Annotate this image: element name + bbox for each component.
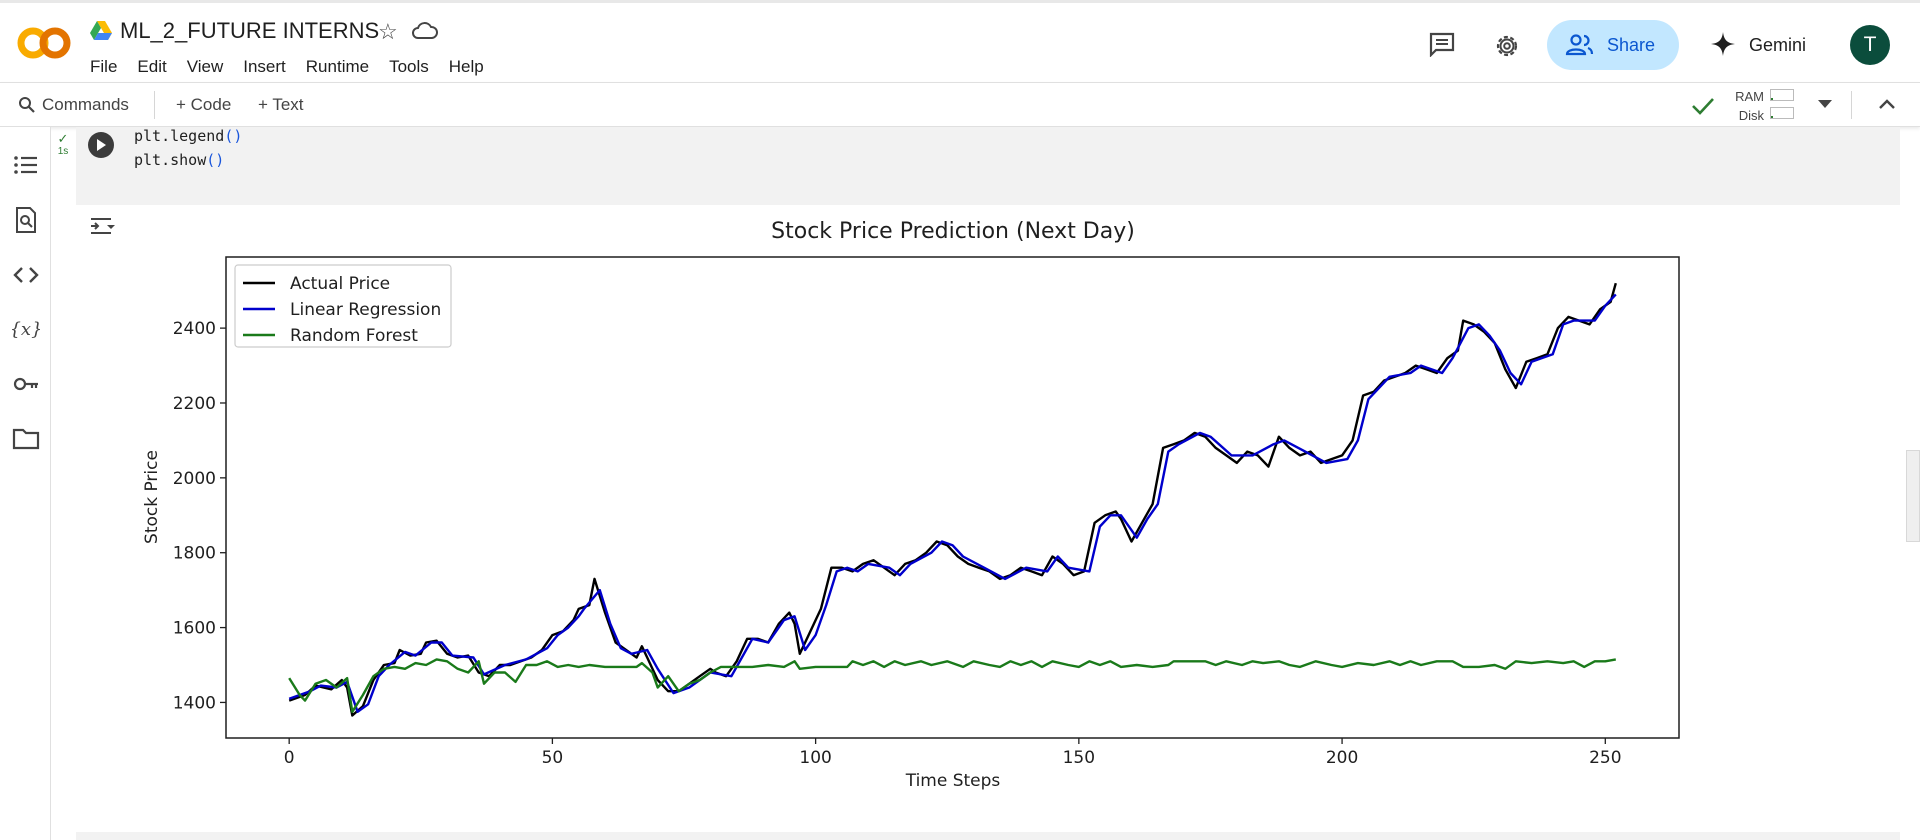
cell-execution-status: ✓ 1s [55, 131, 71, 158]
run-cell-button[interactable] [88, 132, 114, 158]
menu-insert[interactable]: Insert [243, 57, 286, 76]
runtime-dropdown-icon[interactable] [1818, 100, 1832, 108]
svg-text:{x}: {x} [12, 319, 40, 340]
star-icon[interactable]: ☆ [378, 19, 398, 44]
toolbar-divider [1851, 91, 1852, 119]
chart-title: Stock Price Prediction (Next Day) [771, 219, 1135, 244]
menu-runtime[interactable]: Runtime [305, 57, 370, 76]
add-code-button[interactable]: + Code [176, 95, 232, 114]
resource-meters[interactable] [1770, 89, 1794, 125]
x-tick-label: 150 [1063, 748, 1095, 768]
code-line: plt.legend() [134, 127, 243, 145]
gemini-label[interactable]: Gemini [1749, 35, 1807, 55]
legend-label: Linear Regression [290, 300, 441, 320]
y-tick-label: 1400 [173, 693, 216, 713]
code-snippets-icon[interactable] [12, 261, 40, 289]
notebook-toolbar: Commands + Code + Text RAM Disk [0, 82, 1920, 127]
add-text-button[interactable]: + Text [258, 95, 304, 114]
x-tick-label: 200 [1326, 748, 1358, 768]
x-tick-label: 250 [1589, 748, 1621, 768]
plot-frame [225, 256, 1680, 739]
avatar[interactable]: T [1850, 25, 1890, 65]
people-icon [1565, 34, 1594, 56]
menu-help[interactable]: Help [448, 57, 484, 76]
comment-icon[interactable] [1428, 31, 1456, 57]
series-line-linear-regression [288, 293, 1617, 713]
find-document-icon[interactable] [12, 206, 40, 234]
search-icon[interactable] [18, 96, 36, 114]
chevron-up-icon[interactable] [1878, 97, 1896, 111]
toolbar-divider [154, 91, 155, 119]
variables-icon[interactable]: {x} [12, 315, 40, 343]
disk-meter-fill [1771, 116, 1774, 118]
legend-label: Random Forest [290, 326, 418, 346]
y-tick-label: 2200 [173, 394, 216, 414]
x-tick-label: 0 [284, 748, 295, 768]
connected-check-icon[interactable] [1690, 95, 1716, 117]
x-tick-label: 100 [799, 748, 831, 768]
output-actions-icon[interactable] [89, 215, 117, 237]
legend-label: Actual Price [290, 274, 390, 294]
y-axis-label: Stock Price [142, 450, 162, 544]
code-editor[interactable]: plt.legend() plt.show() [134, 124, 242, 172]
disk-meter [1770, 107, 1794, 119]
left-sidebar: {x} [0, 127, 51, 840]
y-tick-label: 1800 [173, 544, 216, 564]
execution-time: 1s [57, 146, 69, 157]
stock-price-chart: Stock Price Prediction (Next Day) 0 50 100… [142, 219, 1680, 791]
y-tick-label: 1600 [173, 619, 216, 639]
ram-meter [1770, 89, 1794, 101]
series-line-random-forest [288, 658, 1617, 713]
code-cell[interactable] [76, 127, 1900, 205]
files-folder-icon[interactable] [12, 424, 40, 452]
gemini-sparkle-icon[interactable] [1710, 31, 1736, 57]
secrets-key-icon[interactable] [12, 370, 40, 398]
series-line-actual-price [288, 282, 1617, 717]
menu-file[interactable]: File [90, 57, 118, 76]
y-tick-label: 2400 [173, 319, 216, 339]
menu-edit[interactable]: Edit [137, 57, 167, 76]
x-tick-label: 50 [542, 748, 564, 768]
commands-button[interactable]: Commands [42, 95, 129, 114]
scrollbar-thumb[interactable] [1906, 450, 1920, 542]
menu-bar: File Edit View Insert Runtime Tools Help [90, 57, 504, 77]
top-bar: ML_2_FUTURE INTERNS ☆ File Edit View Ins… [0, 0, 1920, 82]
code-line: plt.show() [134, 151, 225, 169]
menu-tools[interactable]: Tools [389, 57, 429, 76]
x-axis-label: Time Steps [905, 771, 1001, 791]
drive-icon[interactable] [90, 21, 112, 41]
colab-logo[interactable] [16, 21, 72, 65]
disk-label: Disk [1738, 108, 1764, 123]
share-button[interactable]: Share [1547, 20, 1679, 70]
menu-view[interactable]: View [186, 57, 224, 76]
ram-label: RAM [1735, 89, 1764, 104]
share-label: Share [1607, 34, 1656, 55]
y-tick-label: 2000 [173, 469, 216, 489]
cloud-icon[interactable] [412, 21, 438, 41]
ram-meter-fill [1771, 98, 1774, 100]
execution-check-icon: ✓ [57, 131, 69, 146]
table-of-contents-icon[interactable] [12, 151, 40, 179]
play-icon [97, 139, 106, 151]
settings-icon[interactable] [1492, 31, 1522, 61]
notebook-title[interactable]: ML_2_FUTURE INTERNS [120, 18, 380, 43]
next-cell[interactable] [76, 832, 1900, 840]
resource-labels[interactable]: RAM Disk [1734, 87, 1764, 125]
legend-box [234, 264, 452, 348]
